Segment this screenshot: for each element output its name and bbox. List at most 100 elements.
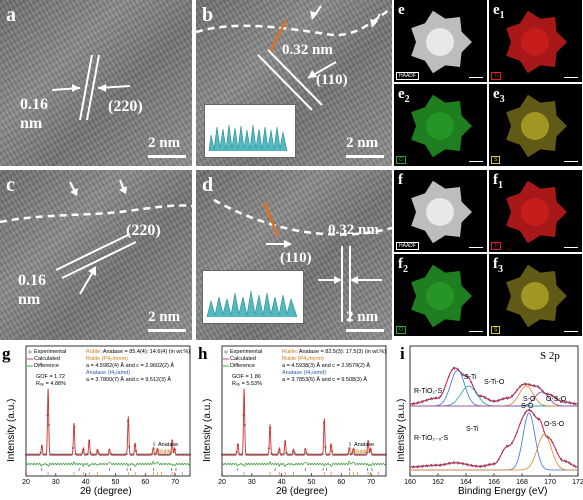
panel-b-scale-text: 2 nm <box>346 135 379 151</box>
panel-f-map-1: f HAADF <box>394 170 487 252</box>
panel-f-map-3: f2 O <box>394 254 487 336</box>
eds-element-tag: O <box>396 156 406 164</box>
x-tick-label: 60 <box>141 479 149 486</box>
eds-letter: f1 <box>493 172 503 191</box>
panel-g-plot: 20 30 40 50 60 70 <box>22 345 191 486</box>
eds-letter-sub: 1 <box>499 10 505 21</box>
x-tick-label: 20 <box>218 479 226 486</box>
panel-b-hrtem: b 0.32 nm (110) 2 nm <box>196 0 392 166</box>
panel-g-legend-calc: Calculated <box>34 356 60 362</box>
panel-h-line5: a = 3.7853(6) Å and c = 9.508(3) Å <box>282 377 368 383</box>
panel-a-scale-bar <box>148 155 186 158</box>
x-tick-label: 166 <box>488 479 500 486</box>
panel-g-ylabel: Intensity (a.u.) <box>6 398 17 462</box>
panel-c-letter: c <box>6 174 15 196</box>
plot-frame <box>409 345 579 477</box>
panel-b-letter: b <box>202 4 214 26</box>
eds-scale-bar <box>564 247 578 248</box>
panel-i-peak-bot-3: O-S-O <box>544 421 565 428</box>
eds-particle <box>411 10 472 74</box>
panel-b-scale-bar <box>346 155 384 158</box>
panel-h-ylabel: Intensity (a.u.) <box>202 398 213 462</box>
difference-line <box>25 460 190 468</box>
panel-c-hrtem: c 0.16 nm (220) 2 nm <box>0 170 192 340</box>
eds-scale-bar <box>469 247 483 248</box>
eds-letter: f <box>398 172 403 188</box>
eds-element-tag: HAADF <box>396 72 419 80</box>
panel-i-peak-bot-1: S-Ti <box>466 426 479 433</box>
panel-b-spacing: 0.32 nm <box>282 42 333 58</box>
panel-f-map-4: f3 S <box>489 254 582 336</box>
panel-c-plane: (220) <box>126 222 161 239</box>
panel-g-phase-line: Rutile: Anatase = 85.4(4): 14.6(4) (in w… <box>86 349 190 355</box>
x-tick-label: 70 <box>171 479 179 486</box>
panel-g-tick-rutile: Rutile <box>158 449 173 455</box>
x-tick-label: 30 <box>248 479 256 486</box>
panel-a-hrtem: a 0.16 nm (220) 2 nm <box>0 0 192 166</box>
eds-scale-bar <box>564 77 578 78</box>
panel-i-peak-bot-2: S-O <box>521 403 534 410</box>
panel-g-line3: a = 4.5982(4) Å and c = 2.9602(2) Å <box>86 363 175 369</box>
panel-h-rwp: Rᵥₚ = 5.53% <box>232 381 262 387</box>
panel-b-inset-profile <box>204 104 296 158</box>
panel-a-letter: a <box>6 4 16 26</box>
panel-f-map-2: f1 Ti <box>489 170 582 252</box>
x-tick-label: 160 <box>404 479 416 486</box>
eds-particle <box>411 180 472 244</box>
panel-c-scale-bar <box>148 329 186 332</box>
x-tick-label: 40 <box>82 479 90 486</box>
eds-element-tag: S <box>491 326 501 334</box>
eds-letter: f3 <box>493 256 503 275</box>
panel-a-spacing-l1: 0.16 <box>20 96 48 113</box>
panel-i-peak-top-2: S-Ti-O <box>484 379 505 386</box>
panel-i-sample2: R-TiO₂₋ₓ-S <box>414 435 449 442</box>
panel-b-plane: (110) <box>316 72 348 88</box>
panel-d-plane: (110) <box>280 250 312 266</box>
x-tick-label: 60 <box>337 479 345 486</box>
eds-particle <box>506 264 567 328</box>
panel-i-plot: 160 162 164 166 168 170 172 <box>404 345 583 486</box>
panel-d-scale-text: 2 nm <box>346 309 379 325</box>
panel-g-line2: Rutile (P4₂/mnm) <box>86 356 128 362</box>
x-tick-label: 162 <box>432 479 444 486</box>
panel-i-peak-top-4: O-S-O <box>546 396 567 403</box>
legend-symbol <box>224 350 228 354</box>
panel-h-line3: a = 4.5938(3) Å and c = 2.9579(2) Å <box>282 363 371 369</box>
eds-letter-sub: 3 <box>499 94 505 105</box>
eds-letter-sub: 3 <box>498 264 503 275</box>
panel-h-legend-diff: Difference <box>230 363 255 369</box>
panel-g-rwp: Rᵥₚ = 4.88% <box>36 381 66 387</box>
panel-g-xrd: g 20 30 40 50 60 70 Intensity (a.u.) 2θ (degr… <box>0 344 196 500</box>
eds-letter: e3 <box>493 86 505 105</box>
x-tick-label: 30 <box>52 479 60 486</box>
panel-g-xlabel: 2θ (degree) <box>80 486 132 497</box>
eds-particle <box>506 180 567 244</box>
eds-element-tag: O <box>396 326 406 334</box>
x-tick-label: 170 <box>544 479 556 486</box>
eds-letter-sub: 2 <box>404 94 410 105</box>
eds-scale-bar <box>469 161 483 162</box>
eds-element-tag: Ti <box>491 242 501 250</box>
panel-c-spacing-l1: 0.16 <box>18 272 46 289</box>
panel-i-xlabel: Binding Energy (eV) <box>458 486 548 497</box>
eds-letter-sub: 2 <box>403 264 408 275</box>
eds-letter: e1 <box>493 2 505 21</box>
panel-a-scale-text: 2 nm <box>148 135 181 151</box>
x-tick-label: 164 <box>460 479 472 486</box>
panel-g-tick-anatase: Anatase <box>158 442 179 448</box>
panel-g-phase1-text: : Anatase = 85.4(4): 14.6(4) (in wt.%) <box>100 349 191 355</box>
eds-letter: e <box>398 2 405 18</box>
panel-a-spacing-l2: nm <box>20 115 43 132</box>
xps-component-peak <box>410 433 578 471</box>
eds-particle <box>411 264 472 328</box>
panel-e-map-2: e1 Ti <box>489 0 582 82</box>
panel-i-sample1: R-TiO₂-S <box>414 388 443 395</box>
panel-c-scale-text: 2 nm <box>148 309 181 325</box>
panel-g-gof: GOF = 1.72 <box>36 374 65 380</box>
panel-d-annotations <box>213 198 392 322</box>
xps-fit-envelope <box>410 409 578 468</box>
plot-frame <box>221 345 387 477</box>
panel-c-spacing-l2: nm <box>18 291 41 308</box>
panel-e-map-4: e3 S <box>489 84 582 166</box>
calculated-line <box>26 388 190 456</box>
